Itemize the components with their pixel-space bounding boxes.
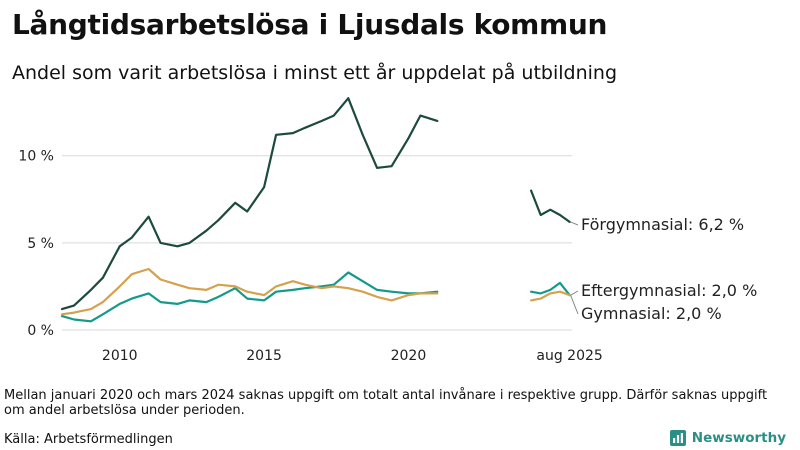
chart-title: Långtidsarbetslösa i Ljusdals kommun	[12, 8, 608, 41]
label-leader-line	[570, 290, 579, 296]
end-label-förgymnasial: Förgymnasial: 6,2 %	[581, 215, 744, 234]
label-leader-line	[570, 294, 579, 315]
series-lines	[60, 97, 571, 323]
x-tick-label: aug 2025	[536, 348, 602, 364]
y-tick-label: 5 %	[27, 236, 54, 252]
x-tick-label: 2015	[246, 348, 282, 364]
series-line-gymnasial	[60, 267, 571, 316]
gridlines	[62, 155, 572, 331]
chart-subtitle: Andel som varit arbetslösa i minst ett å…	[12, 62, 618, 84]
end-label-gymnasial: Gymnasial: 2,0 %	[581, 304, 722, 323]
footnote: Mellan januari 2020 och mars 2024 saknas…	[4, 388, 768, 418]
series-end-labels: Förgymnasial: 6,2 % Eftergymnasial: 2,0 %…	[570, 215, 757, 323]
newsworthy-logo: Newsworthy	[669, 430, 786, 446]
end-label-eftergymnasial: Eftergymnasial: 2,0 %	[581, 281, 757, 300]
source-note: Källa: Arbetsförmedlingen	[4, 432, 173, 447]
bar-chart-logo-icon	[669, 430, 686, 446]
x-axis-ticks: 2010 2015 2020 aug 2025	[102, 348, 603, 364]
y-axis-ticks: 0 % 5 % 10 %	[18, 149, 54, 339]
series-line-förgymnasial	[60, 97, 571, 311]
label-leader-line	[570, 221, 579, 226]
y-tick-label: 10 %	[18, 149, 54, 165]
logo-text: Newsworthy	[691, 430, 786, 446]
x-tick-label: 2020	[391, 348, 427, 364]
y-tick-label: 0 %	[27, 323, 54, 339]
series-line-eftergymnasial	[60, 271, 571, 323]
x-tick-label: 2010	[102, 348, 138, 364]
